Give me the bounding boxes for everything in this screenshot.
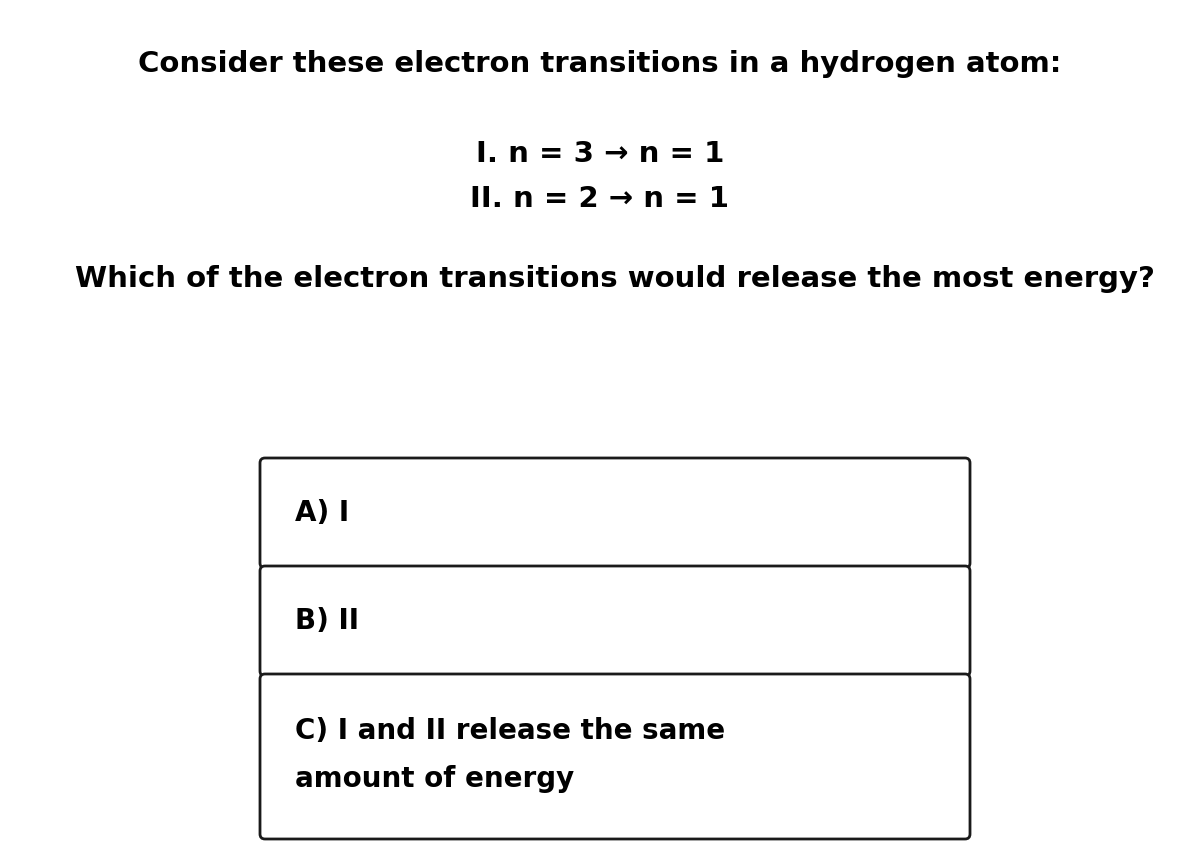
Text: Consider these electron transitions in a hydrogen atom:: Consider these electron transitions in a… [138,50,1062,78]
Text: A) I: A) I [295,499,349,527]
Text: Which of the electron transitions would release the most energy?: Which of the electron transitions would … [74,265,1154,293]
Text: amount of energy: amount of energy [295,765,575,793]
FancyBboxPatch shape [260,674,970,839]
Text: I. n = 3 → n = 1: I. n = 3 → n = 1 [476,140,724,168]
FancyBboxPatch shape [260,458,970,568]
Text: B) II: B) II [295,607,359,635]
Text: C) I and II release the same: C) I and II release the same [295,717,725,745]
Text: II. n = 2 → n = 1: II. n = 2 → n = 1 [470,185,730,213]
FancyBboxPatch shape [260,566,970,676]
